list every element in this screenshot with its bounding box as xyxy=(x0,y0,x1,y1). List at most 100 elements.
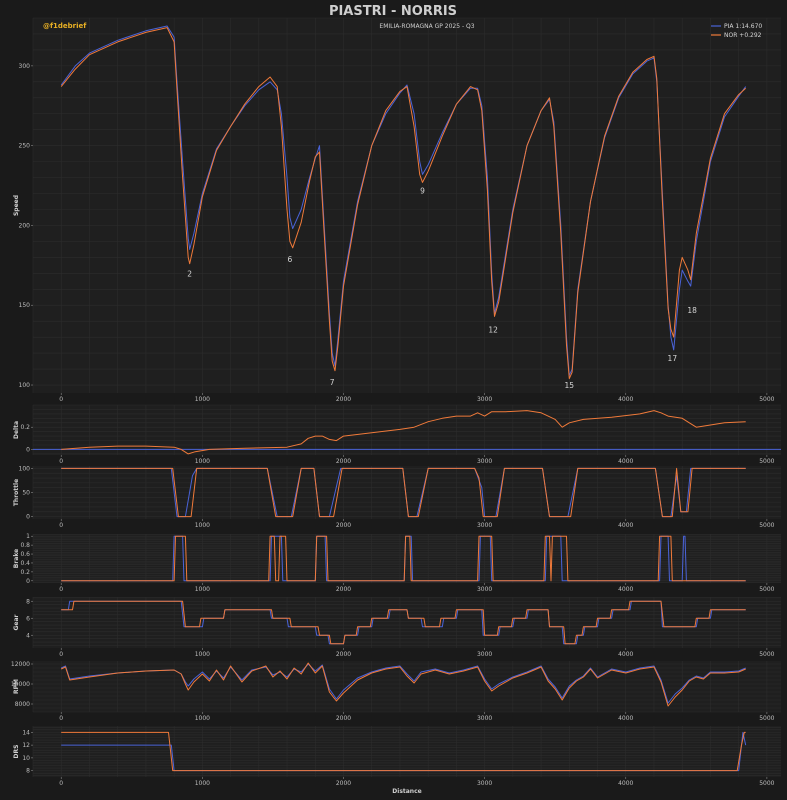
x-tick-label: 2000 xyxy=(336,780,351,787)
x-tick-label: 1000 xyxy=(195,458,210,465)
x-tick-label: 3000 xyxy=(477,780,492,787)
panels: 0 1000 2000 3000 4000 5000100150200250300Spee… xyxy=(11,17,781,795)
corner-label: 17 xyxy=(668,354,678,363)
y-tick-label: 100 xyxy=(19,382,31,389)
series-line-nor xyxy=(61,467,746,518)
plot-area xyxy=(33,18,781,393)
panel-gear: 0 1000 2000 3000 4000 5000 4 6 8 Gear xyxy=(13,597,781,658)
figure-title: PIASTRI - NORRIS xyxy=(329,4,457,19)
x-tick-label: 2000 xyxy=(336,458,351,465)
series-line-pia xyxy=(60,663,746,704)
x-tick-label: 5000 xyxy=(759,780,774,787)
x-tick-label: 5000 xyxy=(759,586,774,593)
grid xyxy=(32,661,781,713)
grid xyxy=(32,534,781,583)
plot-area xyxy=(33,597,781,648)
x-tick-label: 4000 xyxy=(618,458,633,465)
x-tick-label: 5000 xyxy=(759,458,774,465)
y-tick-label: 50 xyxy=(22,490,30,497)
x-tick-label: 0 xyxy=(59,586,63,593)
y-axis-label: Gear xyxy=(13,614,20,630)
y-tick-label: 150 xyxy=(19,302,31,309)
y-tick-label: 1 xyxy=(26,533,30,540)
plot-area xyxy=(33,726,781,777)
series-line-nor xyxy=(61,410,746,455)
panel-speed: 0 1000 2000 3000 4000 5000 100 150 200 250 300 Spee… xyxy=(13,17,781,403)
corner-label: 6 xyxy=(287,255,292,264)
corner-label: 15 xyxy=(565,381,575,390)
x-tick-label: 1000 xyxy=(195,780,210,787)
y-tick-label: 0.4 xyxy=(20,560,30,567)
plot-area xyxy=(33,534,781,583)
x-tick-label: 5000 xyxy=(759,396,774,403)
x-tick-label: 5000 xyxy=(759,651,774,658)
x-tick-label: 2000 xyxy=(336,651,351,658)
x-tick-label: 0 xyxy=(59,715,63,722)
y-tick-label: 300 xyxy=(19,63,31,70)
legend-entry: PIA 1:14.670 xyxy=(724,23,762,30)
y-axis-label: Throttle xyxy=(13,479,20,506)
x-tick-label: 2000 xyxy=(336,522,351,529)
x-tick-label: 4000 xyxy=(618,715,633,722)
x-tick-label: 4000 xyxy=(618,396,633,403)
subtitle: EMILIA-ROMAGNA GP 2025 - Q3 xyxy=(379,23,474,30)
corner-label: 18 xyxy=(687,306,697,315)
series-line-nor xyxy=(60,27,747,380)
x-tick-label: 1000 xyxy=(195,715,210,722)
y-tick-label: 4 xyxy=(26,632,30,639)
x-tick-label: 3000 xyxy=(477,586,492,593)
panel-rpm: 0 1000 2000 3000 4000 5000 8000 10000 12000 RPM xyxy=(11,661,781,722)
x-tick-label: 0 xyxy=(59,522,63,529)
x-tick-label: 1000 xyxy=(195,651,210,658)
legend-entry: NOR +0.292 xyxy=(724,32,762,39)
x-tick-label: 1000 xyxy=(195,586,210,593)
x-tick-label: 2000 xyxy=(336,586,351,593)
y-tick-label: 8 xyxy=(26,598,30,605)
y-tick-label: 0.8 xyxy=(20,542,30,549)
panel-brake: 0 1000 2000 3000 4000 5000 0 0.2 0.4 0.6 0.8 1 Brake xyxy=(13,533,781,593)
x-tick-label: 4000 xyxy=(618,651,633,658)
corner-label: 2 xyxy=(187,270,192,279)
y-tick-label: 8000 xyxy=(15,701,30,708)
x-tick-label: 1000 xyxy=(195,396,210,403)
x-tick-label: 4000 xyxy=(618,780,633,787)
y-axis-label: Delta xyxy=(13,421,20,439)
y-tick-label: 12000 xyxy=(11,661,30,668)
series-line-nor xyxy=(60,662,746,707)
y-axis-label: RPM xyxy=(13,679,20,694)
x-tick-label: 1000 xyxy=(195,522,210,529)
x-tick-label: 3000 xyxy=(477,651,492,658)
y-tick-label: 0 xyxy=(26,578,30,585)
y-tick-label: 0 xyxy=(26,446,30,453)
legend: PIA 1:14.670 NOR +0.292 xyxy=(711,23,762,39)
panel-throttle: 0 1000 2000 3000 4000 5000 0 50 100 Throttle xyxy=(13,465,781,529)
series-line-nor xyxy=(61,535,746,582)
x-tick-label: 3000 xyxy=(477,522,492,529)
y-tick-label: 0.2 xyxy=(20,569,30,576)
corner-label: 12 xyxy=(488,325,498,334)
y-tick-label: 8 xyxy=(26,768,30,775)
y-tick-label: 0.6 xyxy=(20,551,30,558)
x-axis-label: Distance xyxy=(392,788,421,795)
x-tick-label: 3000 xyxy=(477,396,492,403)
plot-area xyxy=(33,661,781,712)
y-tick-label: 0 xyxy=(26,514,30,521)
y-tick-label: 0.2 xyxy=(20,424,30,431)
y-tick-label: 250 xyxy=(19,143,31,150)
y-tick-label: 10 xyxy=(22,755,30,762)
panel-drs: 0 1000 2000 3000 4000 5000 8 10 12 14 DRS Distance xyxy=(13,726,781,795)
x-tick-label: 0 xyxy=(59,651,63,658)
y-axis-label: DRS xyxy=(13,745,20,759)
y-tick-label: 6 xyxy=(26,615,30,622)
x-tick-label: 3000 xyxy=(477,715,492,722)
y-axis-label: Speed xyxy=(13,195,20,216)
y-axis-label: Brake xyxy=(13,549,20,568)
x-tick-label: 0 xyxy=(59,780,63,787)
x-tick-label: 4000 xyxy=(618,586,633,593)
x-tick-label: 0 xyxy=(59,458,63,465)
y-tick-label: 12 xyxy=(22,742,30,749)
y-tick-label: 100 xyxy=(19,465,31,472)
x-tick-label: 2000 xyxy=(336,396,351,403)
